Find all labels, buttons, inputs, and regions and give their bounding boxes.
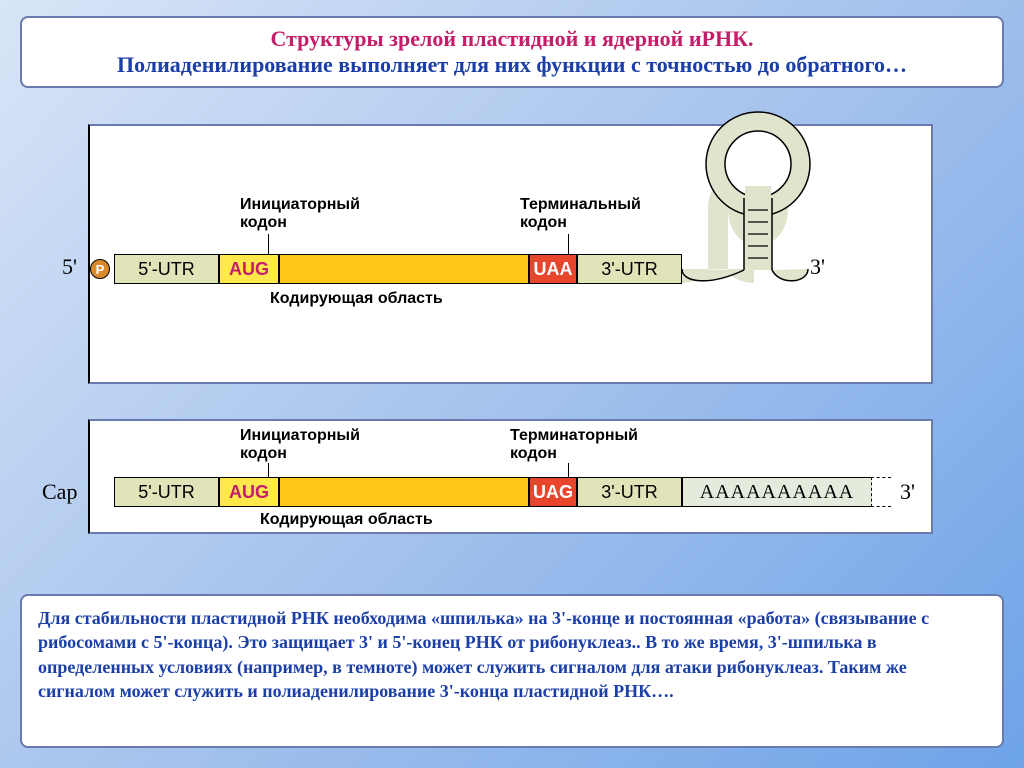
segment-utr3: 3'-UTR [577,477,682,507]
leader-line [568,463,569,477]
segment-utr5: 5'-UTR [114,254,219,284]
terminator-codon-label: Терминаторный кодон [510,427,638,464]
plastid-track: 5'-UTRAUGUAA3'-UTR [114,254,682,284]
leader-line [568,234,569,256]
nuclear-mrna-diagram: Инициаторный кодон Терминаторный кодон C… [88,419,933,534]
title-line2: Полиаденилирование выполняет для них фун… [42,52,982,78]
coding-region-label-2: Кодирующая область [260,511,433,529]
segment-cds [279,254,529,284]
hairpin-icon [660,108,820,288]
leader-line [268,234,269,256]
segment-utr5: 5'-UTR [114,477,219,507]
segment-aug: AUG [219,254,279,284]
caption-text: Для стабильности пластидной РНК необходи… [38,606,986,703]
segment-uag: UAG [529,477,577,507]
caption-box: Для стабильности пластидной РНК необходи… [20,594,1004,748]
three-prime-label-2: 3' [900,479,915,505]
nuclear-track: 5'-UTRAUG UAG3'-UTRAAAAAAAAAA [114,477,891,507]
initiator-codon-label-2: Инициаторный кодон [240,427,360,464]
cap-label: Cap [42,479,77,505]
phosphate-icon: P [90,259,110,279]
terminal-codon-label: Терминальный кодон [520,196,641,233]
segment-poly: AAAAAAAAAA [682,477,872,507]
segment-aug: AUG [219,477,279,507]
phosphate-marker: P [90,259,110,279]
polyA-dash-tail [871,477,891,507]
five-prime-label: 5' [62,254,77,280]
plastid-mrna-diagram: Инициаторный кодон Терминальный кодон 5'… [88,124,933,384]
segment-uaa: UAA [529,254,577,284]
coding-region-label-1: Кодирующая область [270,290,443,308]
initiator-codon-label-1: Инициаторный кодон [240,196,360,233]
title-box: Структуры зрелой пластидной и ядерной иР… [20,16,1004,88]
leader-line [268,463,269,477]
title-line1: Структуры зрелой пластидной и ядерной иР… [42,26,982,52]
segment-cds [279,477,529,507]
